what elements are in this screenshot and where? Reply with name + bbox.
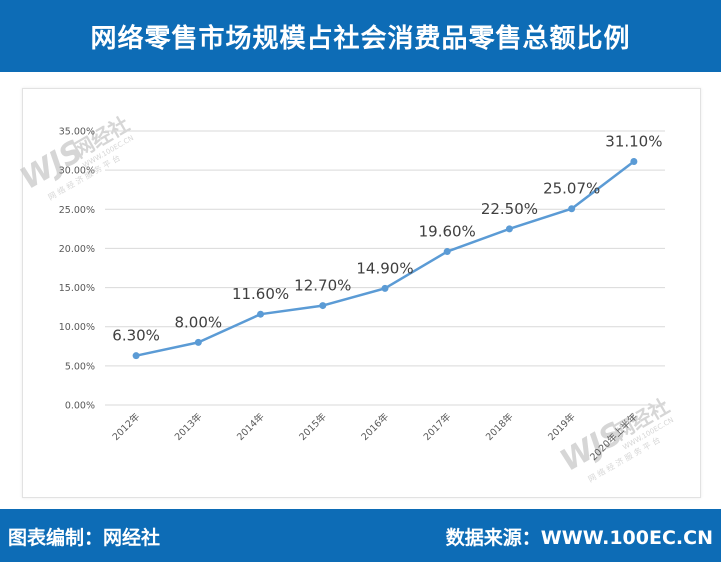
data-point [630,158,638,166]
chart-title-bar: 网络零售市场规模占社会消费品零售总额比例 [0,0,721,72]
series-line [132,158,638,360]
y-tick-label: 0.00% [65,401,95,412]
x-tick-label: 2018年 [483,410,516,443]
footer-source: 数据来源：WWW.100EC.CN [445,527,713,549]
footer-editor: 图表编制：网经社 [8,527,161,549]
x-tick-label: 2015年 [297,410,330,443]
footer-bar: 图表编制：网经社 数据来源：WWW.100EC.CN [0,509,721,562]
x-tick-label: 2017年 [421,410,454,443]
data-label: 31.10% [605,133,662,151]
data-label: 22.50% [481,200,538,218]
data-label: 14.90% [356,259,413,277]
data-point [505,225,513,233]
watermark-top-left: WJS 网经社 WWW.100EC.CN 网 络 经 济 服 务 平 台 [15,112,136,202]
y-tick-label: 5.00% [65,361,95,372]
chart-area [22,88,701,498]
x-tick-label: 2014年 [234,410,267,443]
data-point [568,205,576,213]
data-point [443,248,451,256]
y-tick-label: 35.00% [59,127,95,138]
x-tick-label: 2013年 [172,410,205,443]
watermark-bottom-right: WJS 网经社 WWW.100EC.CN 网 络 经 济 服 务 平 台 [555,394,676,484]
data-label: 6.30% [112,327,160,345]
data-point [381,284,389,292]
data-label: 8.00% [175,313,223,331]
data-label: 19.60% [419,223,476,241]
chart-title: 网络零售市场规模占社会消费品零售总额比例 [90,23,631,54]
x-tick-label: 2016年 [359,410,392,443]
data-point [132,352,140,360]
y-tick-label: 20.00% [59,244,95,255]
data-point [257,310,265,318]
data-label: 11.60% [232,285,289,303]
data-label: 12.70% [294,277,351,295]
y-tick-label: 25.00% [59,205,95,216]
x-tick-label: 2012年 [110,410,143,443]
data-labels: 6.30% 8.00% 11.60% 12.70% 14.90% 19.60% 22.50%… [112,133,662,345]
data-point [194,338,202,346]
data-point [319,302,327,310]
y-tick-label: 10.00% [59,322,95,333]
y-tick-label: 15.00% [59,283,95,294]
data-label: 25.07% [543,180,600,198]
y-tick-label: 30.00% [59,166,95,177]
y-axis: 0.00% 5.00% 10.00% 15.00% 20.00% 25.00% 30.00%… [59,127,95,412]
